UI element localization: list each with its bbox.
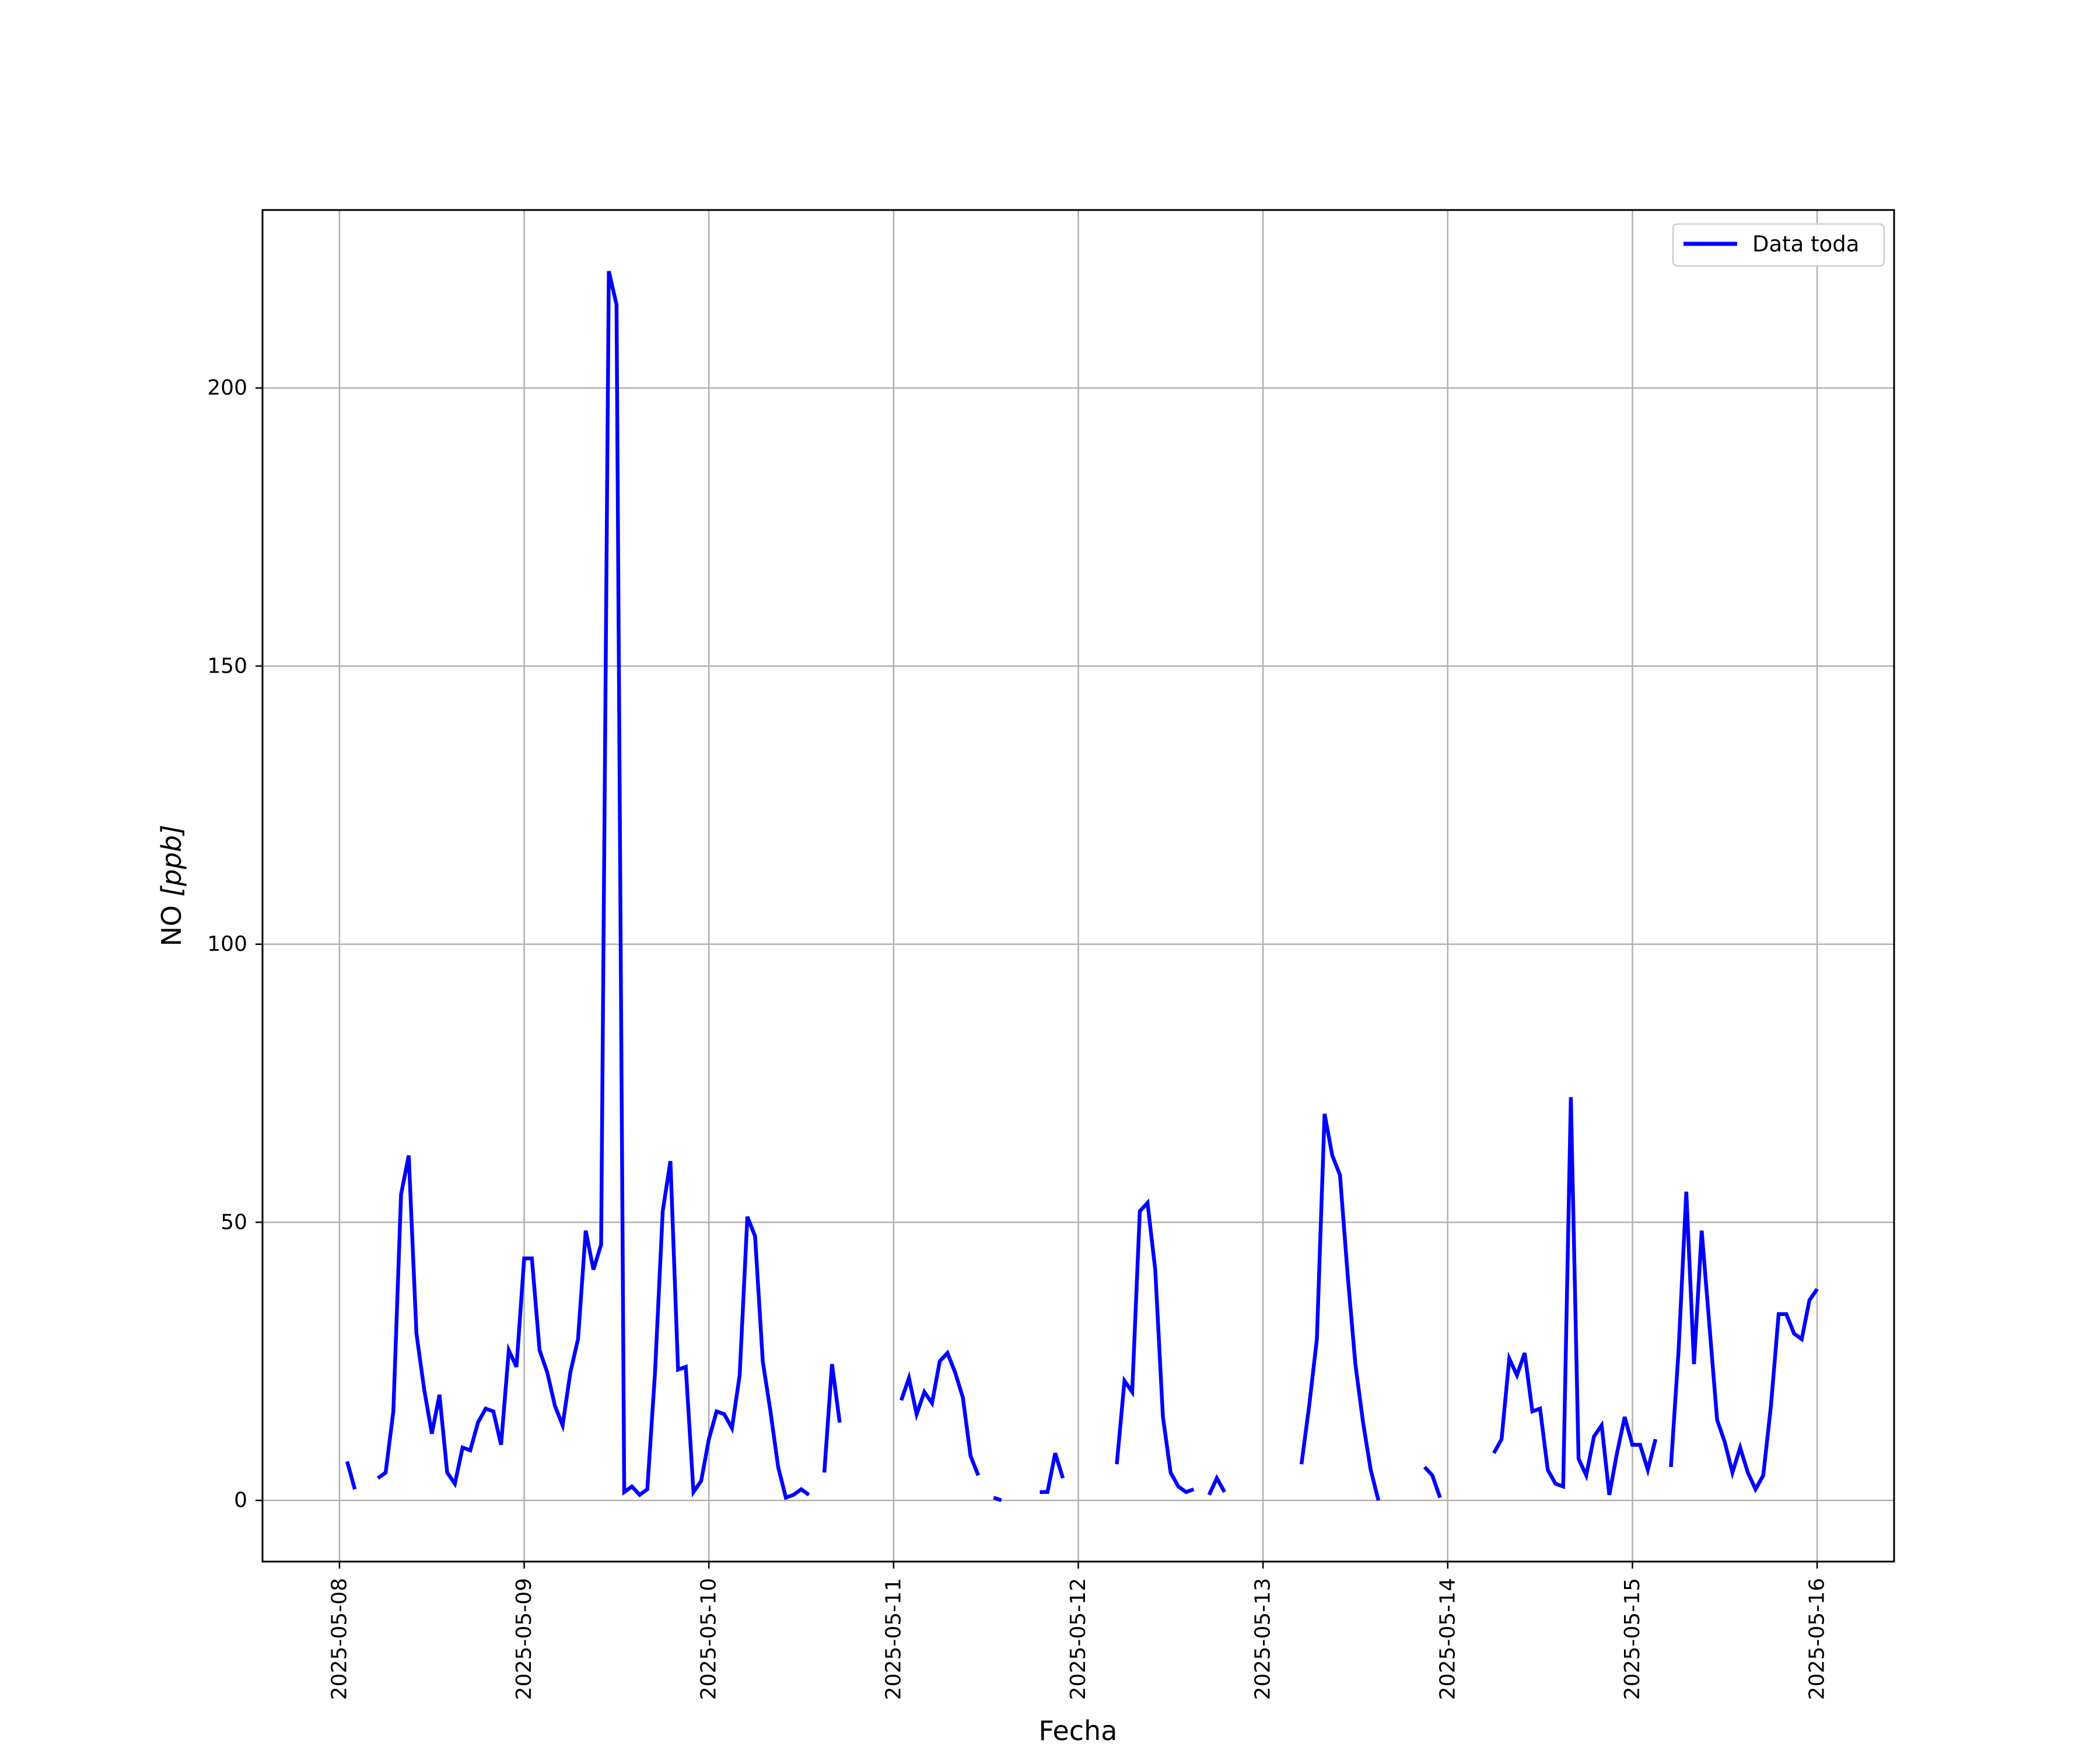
series-line-segment [376, 271, 810, 1500]
series-data-toda [345, 271, 1819, 1503]
legend-entry-data-toda: Data toda [1752, 232, 1859, 257]
series-line-segment [1040, 1452, 1065, 1494]
x-tick-label: 2025-05-13 [1251, 1578, 1275, 1700]
y-tick-label: 200 [207, 376, 247, 400]
x-tick-label: 2025-05-15 [1620, 1578, 1644, 1700]
series-line-segment [1299, 1113, 1381, 1501]
y-tick-label: 150 [207, 654, 247, 678]
y-tick-label: 50 [220, 1210, 247, 1234]
x-tick-label: 2025-05-08 [327, 1578, 351, 1700]
y-axis-label-unit: [ppb] [156, 825, 187, 897]
series-line-segment [822, 1364, 842, 1473]
series-line-segment [1492, 1097, 1658, 1496]
x-axis-ticks: 2025-05-08 2025-05-09 2025-05-10 2025-05-11… [327, 1562, 1829, 1700]
legend-box [1672, 223, 1885, 267]
x-tick-label: 2025-05-14 [1436, 1578, 1460, 1700]
y-axis-label-quantity: NO [156, 905, 187, 947]
x-tick-label: 2025-05-10 [697, 1578, 721, 1700]
x-tick-label: 2025-05-16 [1805, 1578, 1829, 1700]
series-line-segment [993, 1496, 1002, 1503]
y-axis-label: NO [ppb] [156, 825, 187, 947]
x-tick-label: 2025-05-11 [881, 1578, 905, 1700]
y-axis-ticks: 0 50 100 150 200 [207, 376, 262, 1513]
x-tick-label: 2025-05-09 [512, 1578, 536, 1700]
grid-lines [262, 210, 1894, 1562]
series-line-segment [1207, 1474, 1227, 1496]
legend: Data toda [1672, 223, 1885, 267]
series-line-segment [1669, 1191, 1819, 1494]
y-tick-label: 0 [234, 1489, 247, 1513]
series-line-segment [1423, 1465, 1442, 1499]
y-tick-label: 100 [207, 932, 247, 956]
x-axis-label: Fecha [1039, 1715, 1118, 1746]
series-line-segment [345, 1461, 357, 1490]
x-tick-label: 2025-05-12 [1066, 1578, 1090, 1700]
series-line-segment [1115, 1198, 1195, 1494]
series-line-segment [900, 1349, 981, 1476]
